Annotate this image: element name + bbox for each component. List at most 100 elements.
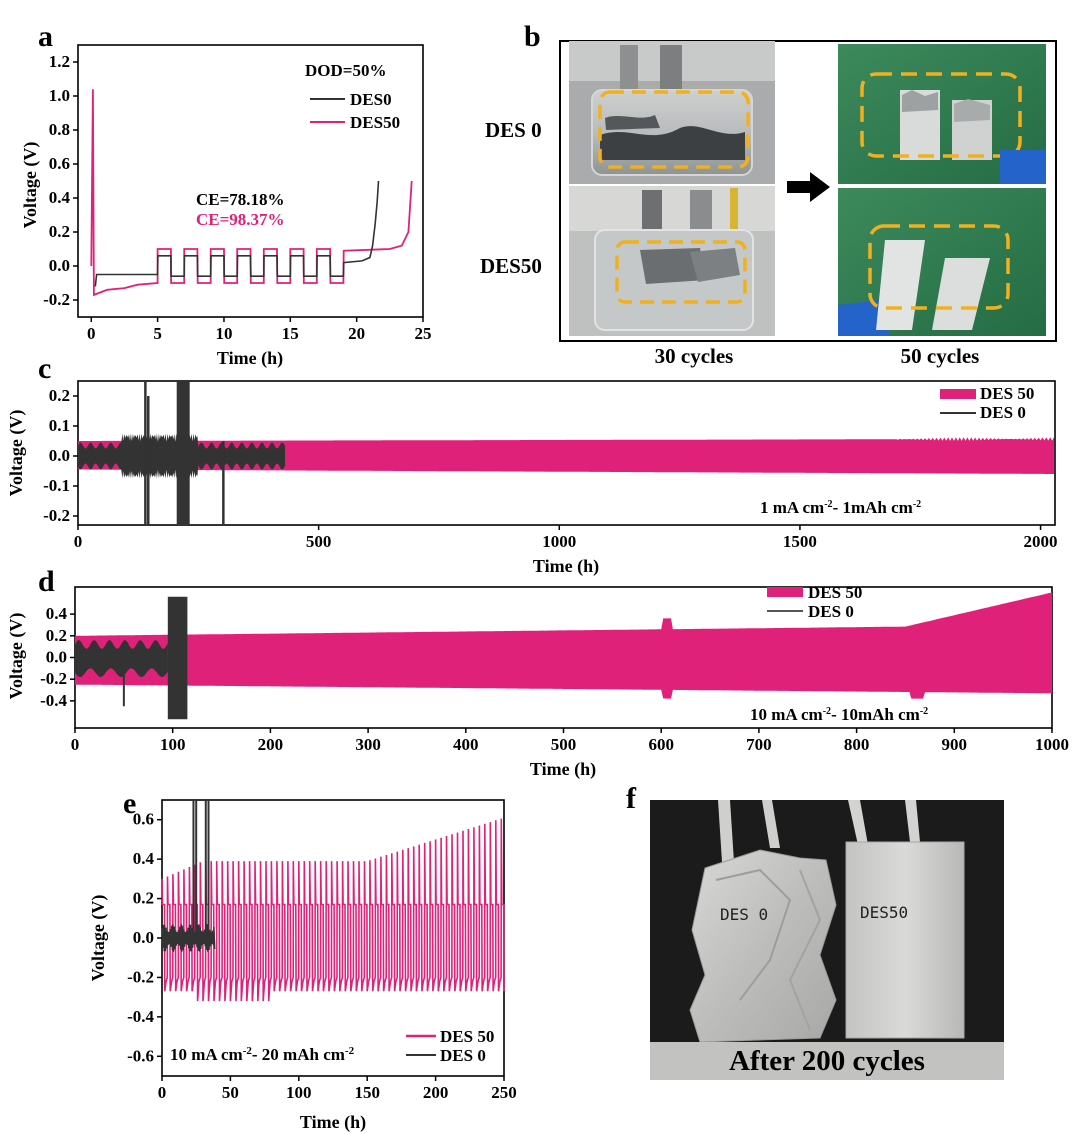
y-axis-label-e: Voltage (V)	[88, 895, 109, 982]
x-tick-label: 25	[415, 324, 432, 343]
pouch-label-des50: DES50	[860, 903, 908, 922]
x-tick-label: 15	[282, 324, 299, 343]
y-tick-label: 0.8	[49, 120, 70, 139]
panel-d: d -0.4 -0.2 0.0 0.2 0.4 0 100 200 300 400 500 600 7…	[6, 565, 1069, 780]
legend-label-des0-e: DES 0	[440, 1046, 486, 1065]
y-tick-label: 1.0	[49, 86, 70, 105]
panel-b-letter: b	[524, 20, 541, 53]
series-band-des0-d	[75, 640, 168, 677]
series-band-des50-c	[78, 437, 1054, 474]
y-tick-label: 0.0	[46, 648, 67, 667]
series-band-des0-c	[78, 381, 285, 525]
y-tick-label: -0.2	[43, 506, 70, 525]
y-tick-label: -0.2	[40, 669, 67, 688]
series-line-des0-a	[94, 180, 380, 287]
y-tick-label: 0.1	[49, 416, 70, 435]
x-tick-label: 100	[160, 735, 186, 754]
y-axis-e: -0.6 -0.4 -0.2 0.0 0.2 0.4 0.6	[127, 810, 162, 1065]
col-label-50-cycles: 50 cycles	[901, 344, 980, 368]
y-tick-label: 0.0	[49, 256, 70, 275]
ce-des0-annotation: CE=78.18%	[196, 190, 285, 209]
row-label-des50: DES50	[480, 254, 542, 278]
x-tick-label: 900	[942, 735, 968, 754]
series-band-des0-burst-c	[176, 381, 190, 525]
panel-e: e -0.6 -0.4 -0.2 0.0 0.2 0.4 0.6 0 50 100 150 200 2…	[88, 787, 517, 1133]
x-axis-label-a: Time (h)	[217, 348, 283, 369]
panel-c: c -0.2 -0.1 0.0 0.1 0.2 0 500 1000 1500 2000 Vol…	[6, 352, 1058, 577]
legend-label-des0-a: DES0	[350, 90, 392, 109]
pouch-crease	[715, 868, 792, 1001]
legend-label-des50-d: DES 50	[808, 583, 862, 602]
x-tick-label: 250	[491, 1083, 517, 1102]
plot-a-frame	[77, 44, 424, 318]
panel-f: f DES 0 DES50 After 200 cycles	[626, 782, 1004, 1080]
x-tick-label: 500	[551, 735, 577, 754]
x-axis-c: 0 500 1000 1500 2000	[74, 525, 1058, 551]
y-axis-label-c: Voltage (V)	[6, 410, 27, 497]
x-tick-label: 2000	[1024, 532, 1058, 551]
pouch-crease	[788, 869, 822, 1031]
y-tick-label: 0.2	[49, 222, 70, 241]
x-tick-label: 20	[348, 324, 365, 343]
series-band-des50-c	[78, 437, 1054, 474]
panel-e-letter: e	[123, 787, 136, 820]
x-tick-label: 0	[87, 324, 96, 343]
x-tick-label: 100	[286, 1083, 312, 1102]
y-tick-label: 0.6	[49, 154, 70, 173]
x-tick-label: 150	[354, 1083, 380, 1102]
series-line-des50-a	[90, 89, 413, 297]
pouch-des50	[845, 841, 965, 1039]
y-tick-label: 0.2	[49, 386, 70, 405]
pouch-des0	[689, 849, 837, 1043]
legend-label-des0-d: DES 0	[808, 602, 854, 621]
after-200-cycles-caption: After 200 cycles	[729, 1045, 925, 1077]
pouch-tab	[848, 800, 868, 845]
x-tick-label: 50	[222, 1083, 239, 1102]
y-axis-d: -0.4 -0.2 0.0 0.2 0.4	[40, 604, 75, 710]
legend-label-des0-c: DES 0	[980, 403, 1026, 422]
pouch-tab	[762, 800, 780, 848]
photo-des50-30-cycles	[569, 186, 775, 336]
y-tick-label: -0.4	[40, 691, 67, 710]
legend-swatch-des50-c	[940, 389, 976, 399]
y-axis-a: -0.2 0.0 0.2 0.4 0.6 0.8 1.0 1.2	[43, 52, 78, 309]
arrow-icon	[787, 172, 830, 202]
x-axis-a: 0 5 10 15 20 25	[87, 317, 432, 343]
x-tick-label: 400	[453, 735, 479, 754]
series-line-des0-e	[161, 800, 216, 952]
y-tick-label: -0.4	[127, 1007, 154, 1026]
x-tick-label: 700	[746, 735, 772, 754]
pouch-label-des0: DES 0	[720, 905, 768, 924]
photo-des0-50-cycles	[838, 44, 1046, 184]
legend-swatch-des50-d	[767, 587, 803, 597]
x-tick-label: 1000	[542, 532, 576, 551]
panel-a: a -0.2 0.0 0.2 0.4 0.6 0.8 1.0 1.2 0 5 10 15 20 25 V…	[20, 20, 432, 369]
photo-des50-50-cycles	[838, 188, 1046, 336]
series-band-des0-d	[75, 596, 188, 720]
y-tick-label: 0.4	[46, 604, 68, 623]
legend-label-des50-e: DES 50	[440, 1027, 494, 1046]
x-tick-label: 1500	[783, 532, 817, 551]
x-axis-d: 0 100 200 300 400 500 600 700 800 900 1000	[71, 728, 1069, 754]
panel-d-letter: d	[38, 565, 55, 598]
ce-des50-annotation: CE=98.37%	[196, 210, 285, 229]
pouch-tab	[718, 800, 734, 862]
panel-a-letter: a	[38, 20, 53, 53]
y-tick-label: 0.4	[49, 188, 71, 207]
x-tick-label: 800	[844, 735, 870, 754]
panel-c-letter: c	[38, 352, 51, 385]
y-tick-label: 0.6	[133, 810, 154, 829]
series-band-des50-d	[75, 592, 1052, 699]
photo-des0-30-cycles	[569, 41, 775, 184]
y-tick-label: 0.4	[133, 849, 155, 868]
condition-label-d: 10 mA cm-2- 10mAh cm-2	[750, 705, 928, 724]
x-tick-label: 0	[71, 735, 80, 754]
x-tick-label: 0	[74, 532, 83, 551]
y-tick-label: 1.2	[49, 52, 70, 71]
series-band-des0-burst-d	[167, 596, 188, 720]
y-axis-label-d: Voltage (V)	[6, 613, 27, 700]
x-tick-label: 1000	[1035, 735, 1069, 754]
panel-f-letter: f	[626, 782, 637, 815]
y-tick-label: 0.0	[133, 928, 154, 947]
